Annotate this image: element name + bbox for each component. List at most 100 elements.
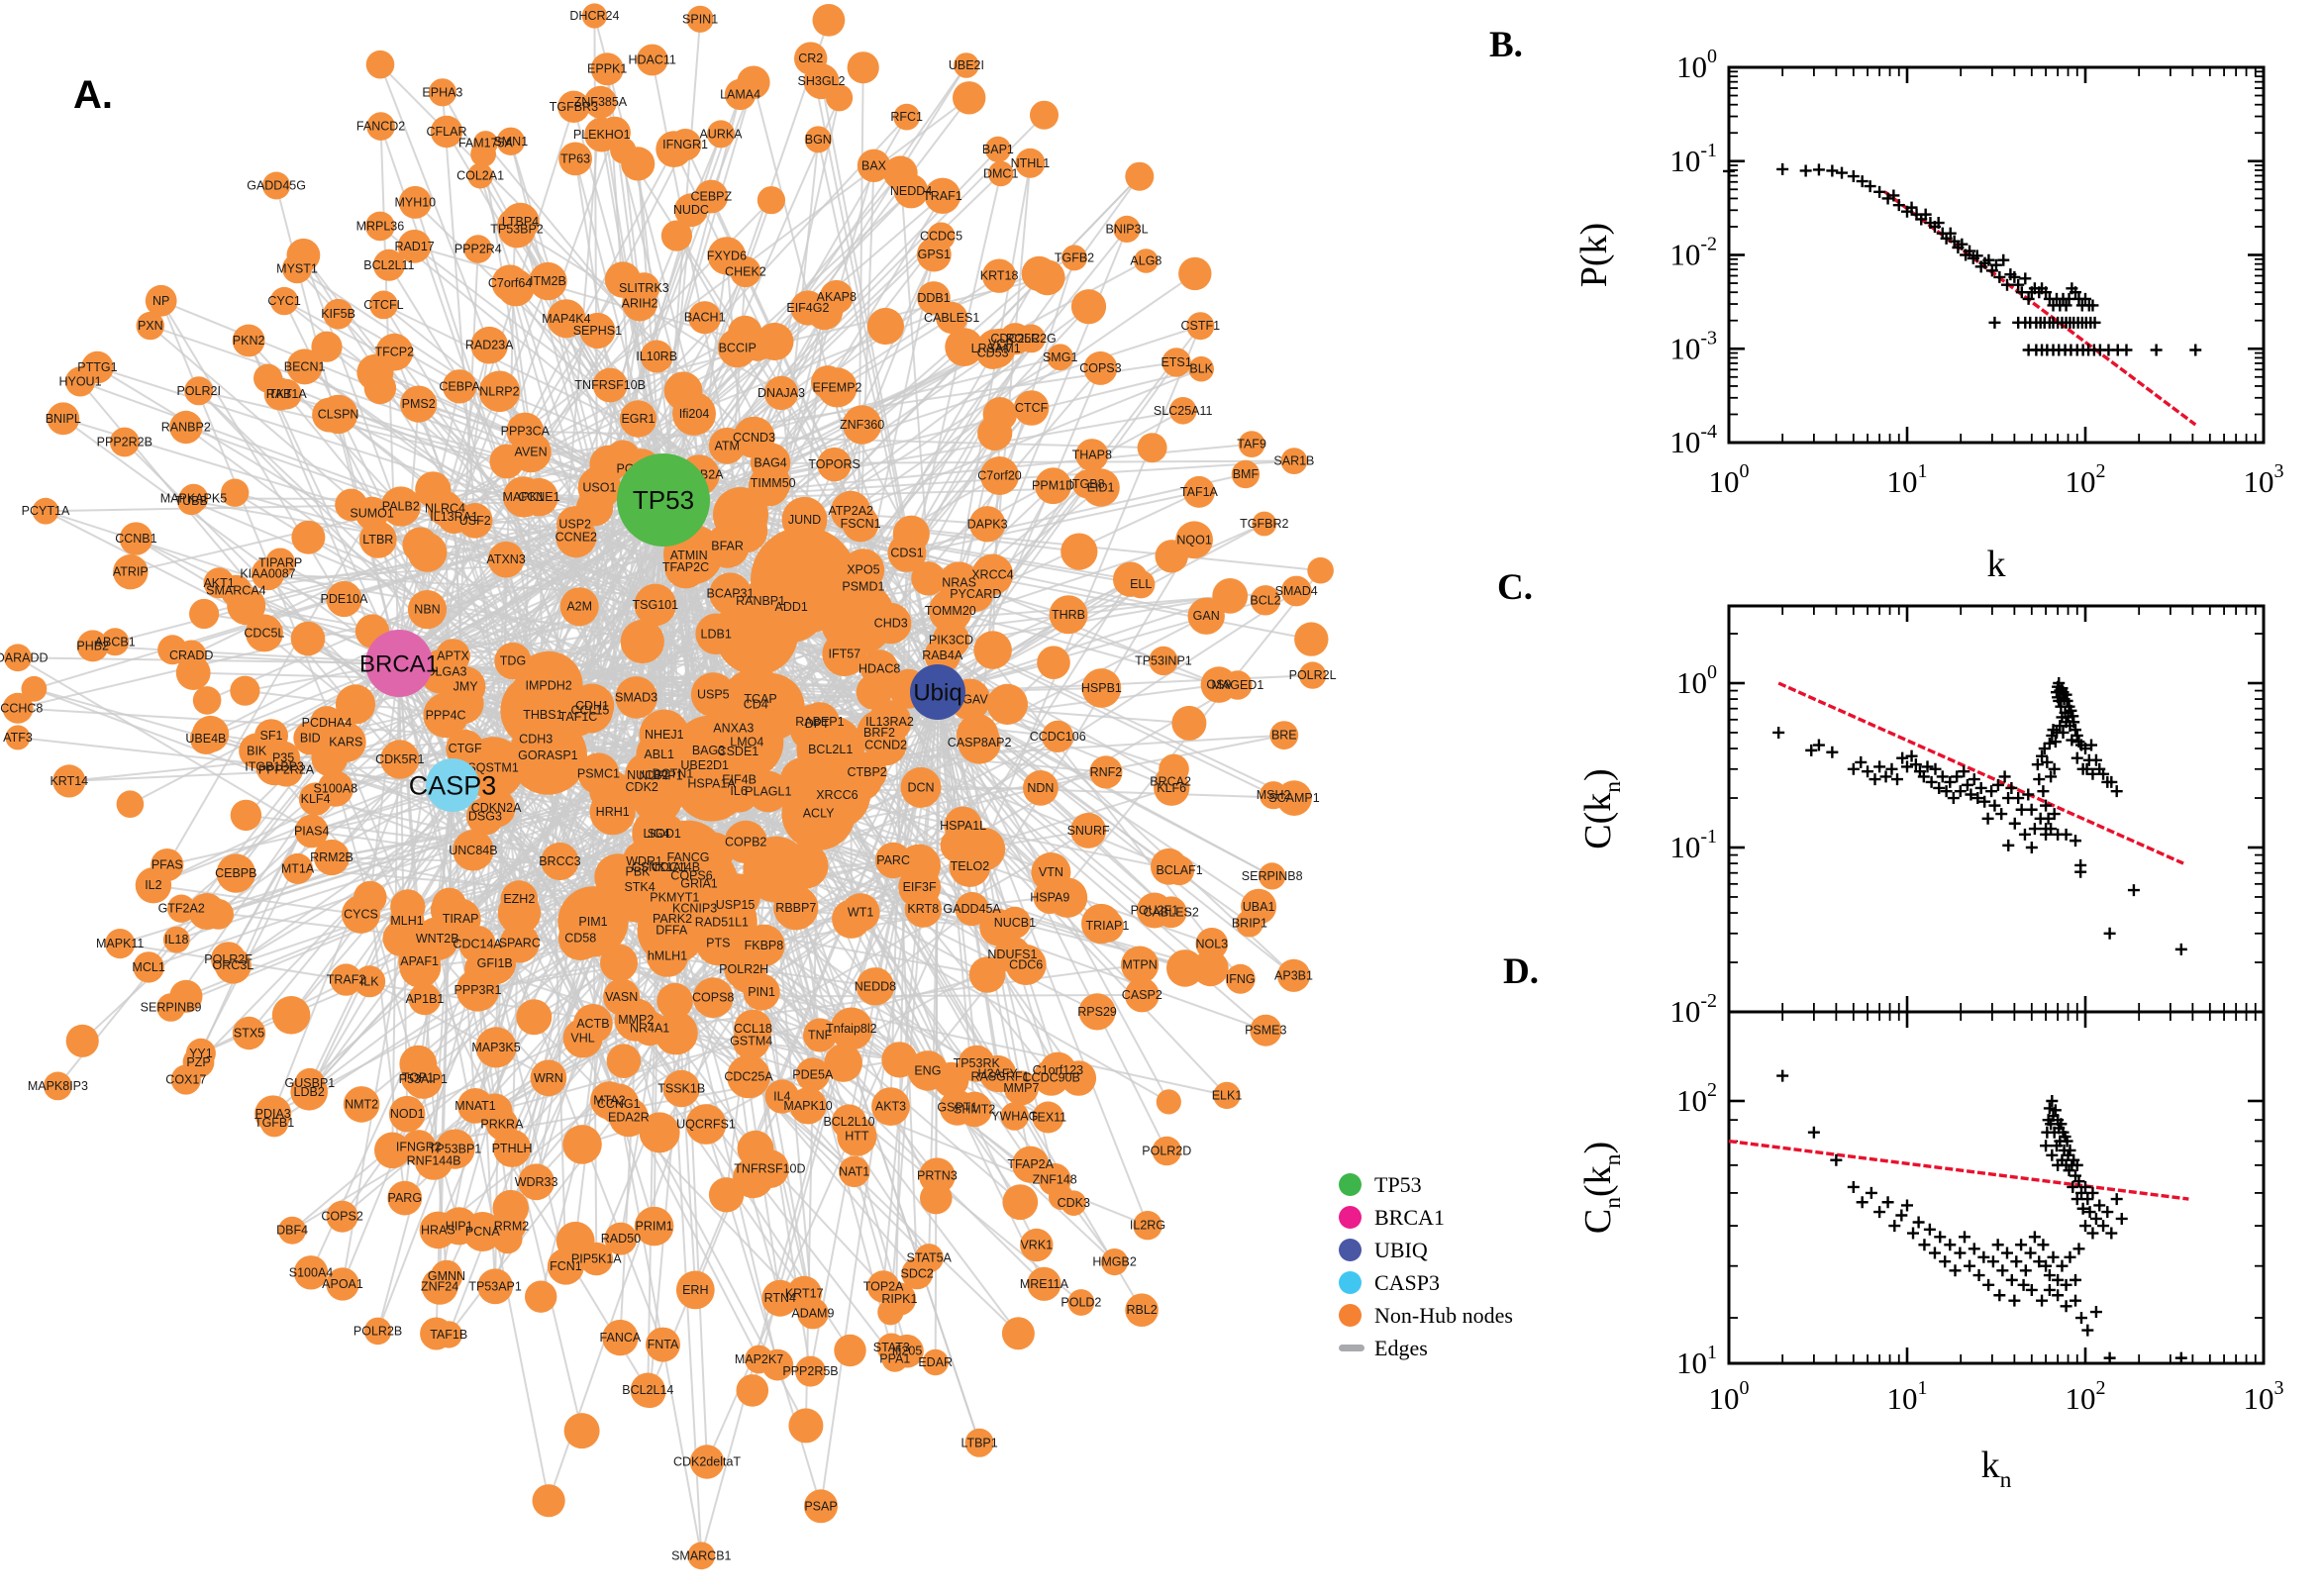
svg-text:ITGB1BP3: ITGB1BP3 — [245, 759, 304, 773]
svg-text:CDC14B: CDC14B — [652, 860, 700, 874]
svg-text:POLR2D: POLR2D — [1142, 1145, 1191, 1158]
svg-text:hMLH1: hMLH1 — [648, 949, 687, 963]
svg-text:ENG: ENG — [914, 1063, 941, 1077]
svg-text:POLR2L: POLR2L — [1289, 668, 1337, 682]
svg-text:BRCA1: BRCA1 — [359, 650, 439, 677]
svg-text:KRT17: KRT17 — [785, 1287, 824, 1301]
svg-text:PHB2: PHB2 — [76, 639, 109, 652]
svg-text:C7orf20: C7orf20 — [977, 469, 1022, 483]
svg-text:HIP1: HIP1 — [446, 1219, 473, 1233]
svg-text:TELO2: TELO2 — [951, 859, 990, 873]
svg-text:CEBPB: CEBPB — [215, 866, 256, 880]
svg-text:TEX11: TEX11 — [1030, 1111, 1066, 1125]
svg-text:JMY: JMY — [454, 679, 479, 693]
legend-item-edges: Edges — [1339, 1332, 1513, 1364]
svg-text:PMS2: PMS2 — [402, 397, 436, 411]
svg-text:LIG4: LIG4 — [643, 827, 669, 841]
svg-text:CCDC106: CCDC106 — [1030, 730, 1086, 744]
svg-text:PZP: PZP — [186, 1055, 210, 1069]
svg-text:KARS: KARS — [329, 736, 362, 749]
svg-text:IL2: IL2 — [145, 878, 161, 892]
svg-text:BCCIP: BCCIP — [719, 341, 757, 354]
svg-text:RAD23A: RAD23A — [465, 339, 514, 352]
network-hub-nodes: TP53 BRCA1 CASP3 Ubiq — [359, 453, 965, 812]
svg-text:CDH1: CDH1 — [575, 699, 609, 713]
svg-text:MAP3K5: MAP3K5 — [471, 1041, 520, 1054]
svg-text:TRAF1: TRAF1 — [923, 189, 962, 203]
svg-text:AURKA: AURKA — [699, 127, 743, 141]
svg-text:A2M: A2M — [566, 600, 592, 614]
svg-text:WT1: WT1 — [848, 906, 873, 920]
svg-text:HTT: HTT — [845, 1130, 869, 1144]
casp3-dot-icon — [1339, 1271, 1362, 1294]
svg-text:BRCA2: BRCA2 — [1150, 774, 1191, 788]
svg-text:UBE4B: UBE4B — [185, 732, 226, 746]
svg-text:IFNGR1: IFNGR1 — [662, 138, 708, 151]
svg-text:CCNE2: CCNE2 — [556, 531, 597, 545]
svg-text:CHD3: CHD3 — [874, 617, 908, 631]
svg-text:BGN: BGN — [805, 133, 832, 147]
svg-text:PPP3R1: PPP3R1 — [454, 983, 502, 997]
svg-text:RNF144B: RNF144B — [407, 1153, 461, 1167]
svg-text:ZNF148: ZNF148 — [1033, 1172, 1077, 1186]
svg-text:PSMD1: PSMD1 — [842, 579, 884, 593]
svg-text:TGFB1: TGFB1 — [254, 1116, 294, 1130]
svg-text:PARG: PARG — [388, 1191, 423, 1205]
svg-text:TRAF2: TRAF2 — [327, 973, 366, 987]
svg-text:TUBB: TUBB — [175, 494, 208, 508]
svg-text:BRIP1: BRIP1 — [1232, 917, 1267, 931]
svg-text:NUCB1: NUCB1 — [994, 916, 1036, 930]
svg-text:RASGRF1: RASGRF1 — [970, 1069, 1029, 1083]
svg-text:EIF4G2: EIF4G2 — [786, 301, 829, 315]
svg-text:DDB1: DDB1 — [917, 291, 950, 305]
svg-text:COPB2: COPB2 — [725, 836, 766, 849]
svg-text:RBL2: RBL2 — [1126, 1303, 1157, 1317]
svg-text:TAF1B: TAF1B — [430, 1328, 467, 1342]
network-nodes — [2, 3, 1334, 1570]
svg-text:NEDD4: NEDD4 — [890, 184, 932, 198]
svg-text:EFEMP2: EFEMP2 — [812, 380, 861, 394]
svg-text:CCDC5: CCDC5 — [920, 230, 962, 244]
svg-text:RAB1A: RAB1A — [266, 387, 308, 401]
svg-text:H2AFY: H2AFY — [978, 1067, 1019, 1081]
svg-text:TIRAP: TIRAP — [443, 912, 479, 926]
legend-item-label: UBIQ — [1374, 1237, 1428, 1262]
svg-text:TGFBR2: TGFBR2 — [1240, 517, 1288, 531]
svg-text:KRT8: KRT8 — [907, 902, 939, 916]
svg-text:MMP7: MMP7 — [1003, 1081, 1039, 1095]
svg-text:RRM2: RRM2 — [494, 1219, 529, 1233]
svg-text:ERH: ERH — [682, 1283, 708, 1297]
svg-text:TIPARP: TIPARP — [258, 556, 302, 570]
svg-text:SERPINB9: SERPINB9 — [141, 1001, 202, 1015]
svg-text:CDK2deltaT: CDK2deltaT — [673, 1455, 741, 1469]
y-axis-title: P(k) — [1573, 223, 1615, 287]
svg-text:WDR1: WDR1 — [626, 854, 662, 868]
svg-text:CCNG1: CCNG1 — [597, 1097, 641, 1111]
svg-text:YWHAG: YWHAG — [991, 1110, 1038, 1124]
y-axis-title: C(kn​) — [1577, 768, 1626, 848]
plot-c: 100 10-1 10-2 C(kn​) — [1577, 604, 2266, 1029]
svg-text:LRSAM1: LRSAM1 — [971, 342, 1021, 355]
svg-text:COPS6: COPS6 — [670, 869, 712, 883]
svg-text:PPP2R2A: PPP2R2A — [258, 763, 315, 777]
svg-text:SEPHS1: SEPHS1 — [573, 324, 622, 338]
svg-text:APOA1: APOA1 — [322, 1277, 363, 1291]
svg-text:ORC3L: ORC3L — [213, 958, 254, 972]
svg-text:BAG3: BAG3 — [692, 744, 725, 757]
svg-text:TSSK1B: TSSK1B — [657, 1082, 705, 1096]
svg-text:MRE11A: MRE11A — [1020, 1277, 1069, 1291]
svg-text:ZNF24: ZNF24 — [421, 1279, 458, 1293]
x-tick-labels: 100 101 102 103 — [1709, 1377, 2284, 1416]
svg-text:PIP5K1A: PIP5K1A — [571, 1252, 622, 1266]
svg-text:CCND3: CCND3 — [733, 431, 775, 445]
legend-item-ubiq: UBIQ — [1339, 1234, 1513, 1266]
svg-text:BNIPL: BNIPL — [46, 412, 81, 426]
svg-text:DAPK3: DAPK3 — [967, 517, 1008, 531]
svg-text:PCNA: PCNA — [465, 1225, 500, 1239]
svg-text:SERPINB8: SERPINB8 — [1242, 869, 1303, 883]
svg-text:PXN: PXN — [138, 319, 163, 333]
svg-text:HRH1: HRH1 — [596, 805, 630, 819]
svg-text:UNC84B: UNC84B — [449, 844, 497, 857]
svg-text:CSTF1: CSTF1 — [1181, 319, 1221, 333]
svg-text:PIM1: PIM1 — [578, 915, 607, 929]
